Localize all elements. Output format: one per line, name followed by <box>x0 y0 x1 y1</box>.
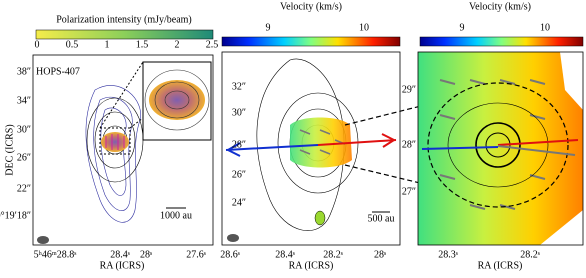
colorbar-tick-label: 2.5 <box>206 39 219 50</box>
x-tick-label: 28.2ˢ <box>520 249 540 260</box>
colorbar-tick-label: 9 <box>266 22 271 33</box>
x-tick-label: 28ˢ <box>374 249 386 260</box>
colorbar <box>419 36 584 47</box>
y-tick-label: 0°19′18″ <box>0 210 31 221</box>
colorbar-tick-label: 0 <box>35 39 40 50</box>
x-tick-label: 28.4ˢ <box>275 249 295 260</box>
y-tick-label: 32″ <box>232 81 246 92</box>
colorbar <box>35 29 214 40</box>
y-tick-label: 28″ <box>402 139 416 150</box>
y-tick-label: 27″ <box>402 186 416 197</box>
y-tick-label: 30″ <box>17 124 31 135</box>
panel-2-image <box>225 58 397 242</box>
y-tick-label: 30″ <box>232 107 246 118</box>
colorbar-tick-label: 9 <box>460 22 465 33</box>
colorbar-label: Polarization intensity (mJy/beam) <box>56 14 192 25</box>
y-tick-label: 24″ <box>232 197 246 208</box>
x-axis-label: RA (ICRS) <box>100 260 145 271</box>
colorbar <box>221 36 401 47</box>
y-axis-label: DEC (ICRS) <box>4 124 15 175</box>
panel-1-image <box>37 61 212 244</box>
x-tick-label: 28.6ˢ <box>220 249 240 260</box>
colorbar-tick-label: 1.5 <box>136 39 149 50</box>
x-tick-label: 5ʰ46ᵐ28.8ˢ <box>34 249 77 260</box>
x-tick-label: 28.2ˢ <box>323 249 343 260</box>
y-tick-label: 26″ <box>17 152 31 163</box>
annotation: 500 au <box>368 213 395 224</box>
colorbar-tick-label: 10 <box>540 22 550 33</box>
colorbar-tick-label: 0.5 <box>66 39 79 50</box>
colorbar-tick-label: 2 <box>175 39 180 50</box>
y-tick-label: 26″ <box>232 169 246 180</box>
colorbar-tick-label: 10 <box>359 22 369 33</box>
colorbar-tick-label: 1 <box>105 39 110 50</box>
panel-3-image <box>418 52 583 245</box>
y-tick-label: 34″ <box>17 95 31 106</box>
colorbar-label: Velocity (km/s) <box>280 1 342 12</box>
x-tick-label: 27.6ˢ <box>186 249 206 260</box>
x-tick-label: 28.3ˢ <box>438 249 458 260</box>
y-tick-label: 28″ <box>232 139 246 150</box>
y-tick-label: 29″ <box>402 84 416 95</box>
annotation: 1000 au <box>160 210 192 221</box>
annotation: HOPS-407 <box>36 66 80 77</box>
x-tick-label: 28ˢ <box>140 249 152 260</box>
y-tick-label: 38″ <box>17 66 31 77</box>
x-tick-label: 28.4ˢ <box>110 249 130 260</box>
x-axis-label: RA (ICRS) <box>478 260 523 271</box>
x-axis-label: RA (ICRS) <box>289 260 334 271</box>
y-tick-label: 22″ <box>17 183 31 194</box>
colorbar-label: Velocity (km/s) <box>469 1 531 12</box>
